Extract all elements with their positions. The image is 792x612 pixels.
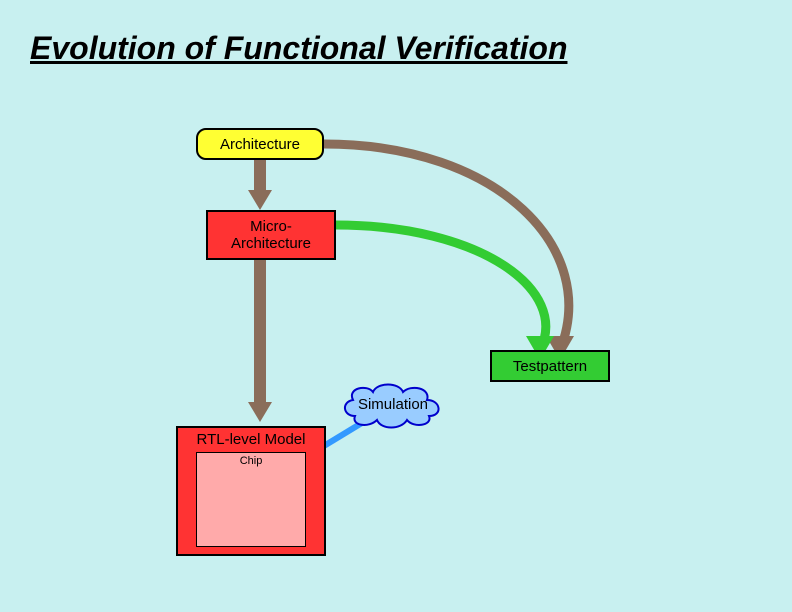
arrow-arch-to-micro [248, 190, 272, 210]
node-testpattern-label: Testpattern [513, 358, 587, 375]
node-architecture: Architecture [196, 128, 324, 160]
arrow-micro-to-rtl [248, 402, 272, 422]
edge-arch-to-testpattern [324, 144, 569, 350]
node-architecture-label: Architecture [220, 136, 300, 153]
node-micro-architecture: Micro- Architecture [206, 210, 336, 260]
node-rtl-label: RTL-level Model [197, 431, 306, 448]
page-title: Evolution of Functional Verification [30, 30, 567, 67]
edge-micro-to-testpattern [336, 225, 546, 350]
edges-layer [0, 0, 792, 612]
node-micro-label: Micro- Architecture [231, 218, 311, 253]
node-chip-label: Chip [240, 455, 263, 467]
node-testpattern: Testpattern [490, 350, 610, 382]
node-simulation: Simulation [337, 382, 449, 427]
node-simulation-label: Simulation [337, 382, 449, 427]
node-chip: Chip [196, 452, 306, 547]
